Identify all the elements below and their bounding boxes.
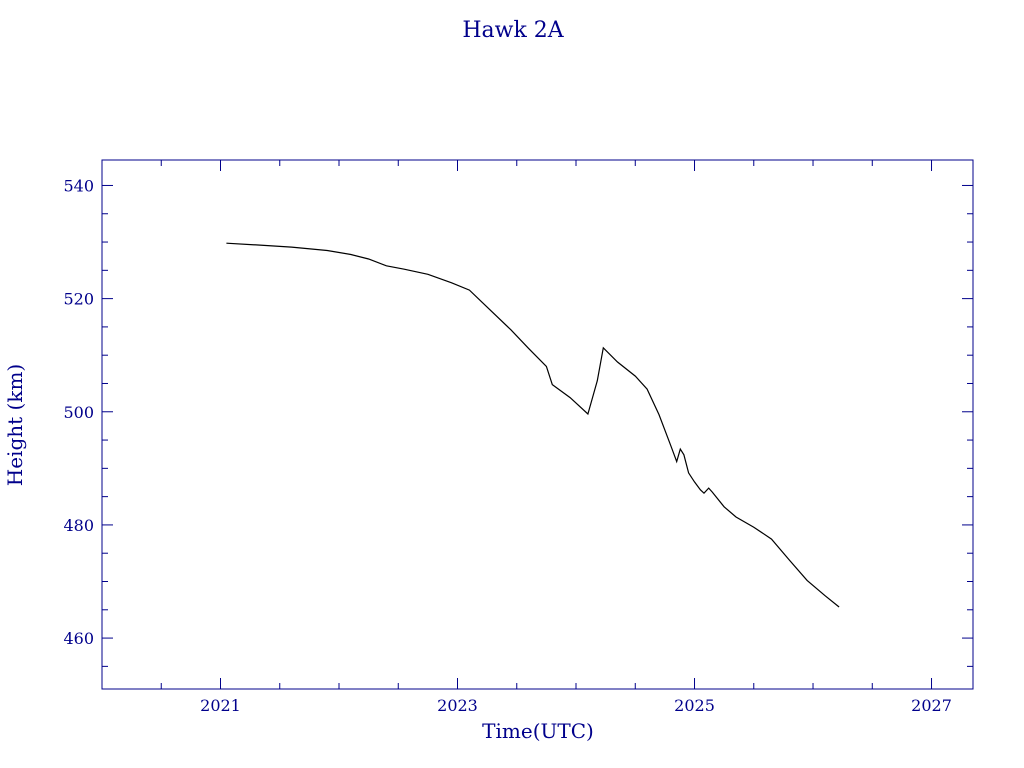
plot-frame bbox=[101, 159, 974, 690]
y-tick-label: 540 bbox=[63, 176, 94, 195]
y-tick-label: 500 bbox=[63, 403, 94, 422]
series-line-0 bbox=[226, 242, 840, 608]
x-axis-label: Time(UTC) bbox=[482, 719, 594, 743]
x-tick-label: 2021 bbox=[200, 696, 241, 715]
y-tick-label: 460 bbox=[63, 629, 94, 648]
y-tick-label: 480 bbox=[63, 516, 94, 535]
axis-ticks bbox=[101, 160, 973, 689]
x-tick-label: 2023 bbox=[437, 696, 478, 715]
y-tick-label: 520 bbox=[63, 290, 94, 309]
x-tick-label: 2025 bbox=[674, 696, 715, 715]
tick-labels: 2021 2023 2025 2027 460 480 500 520 540 bbox=[63, 176, 951, 715]
chart-title: Hawk 2A bbox=[462, 18, 564, 43]
series-group bbox=[226, 242, 840, 608]
y-axis-label: Height (km) bbox=[3, 364, 27, 486]
x-tick-label: 2027 bbox=[911, 696, 952, 715]
